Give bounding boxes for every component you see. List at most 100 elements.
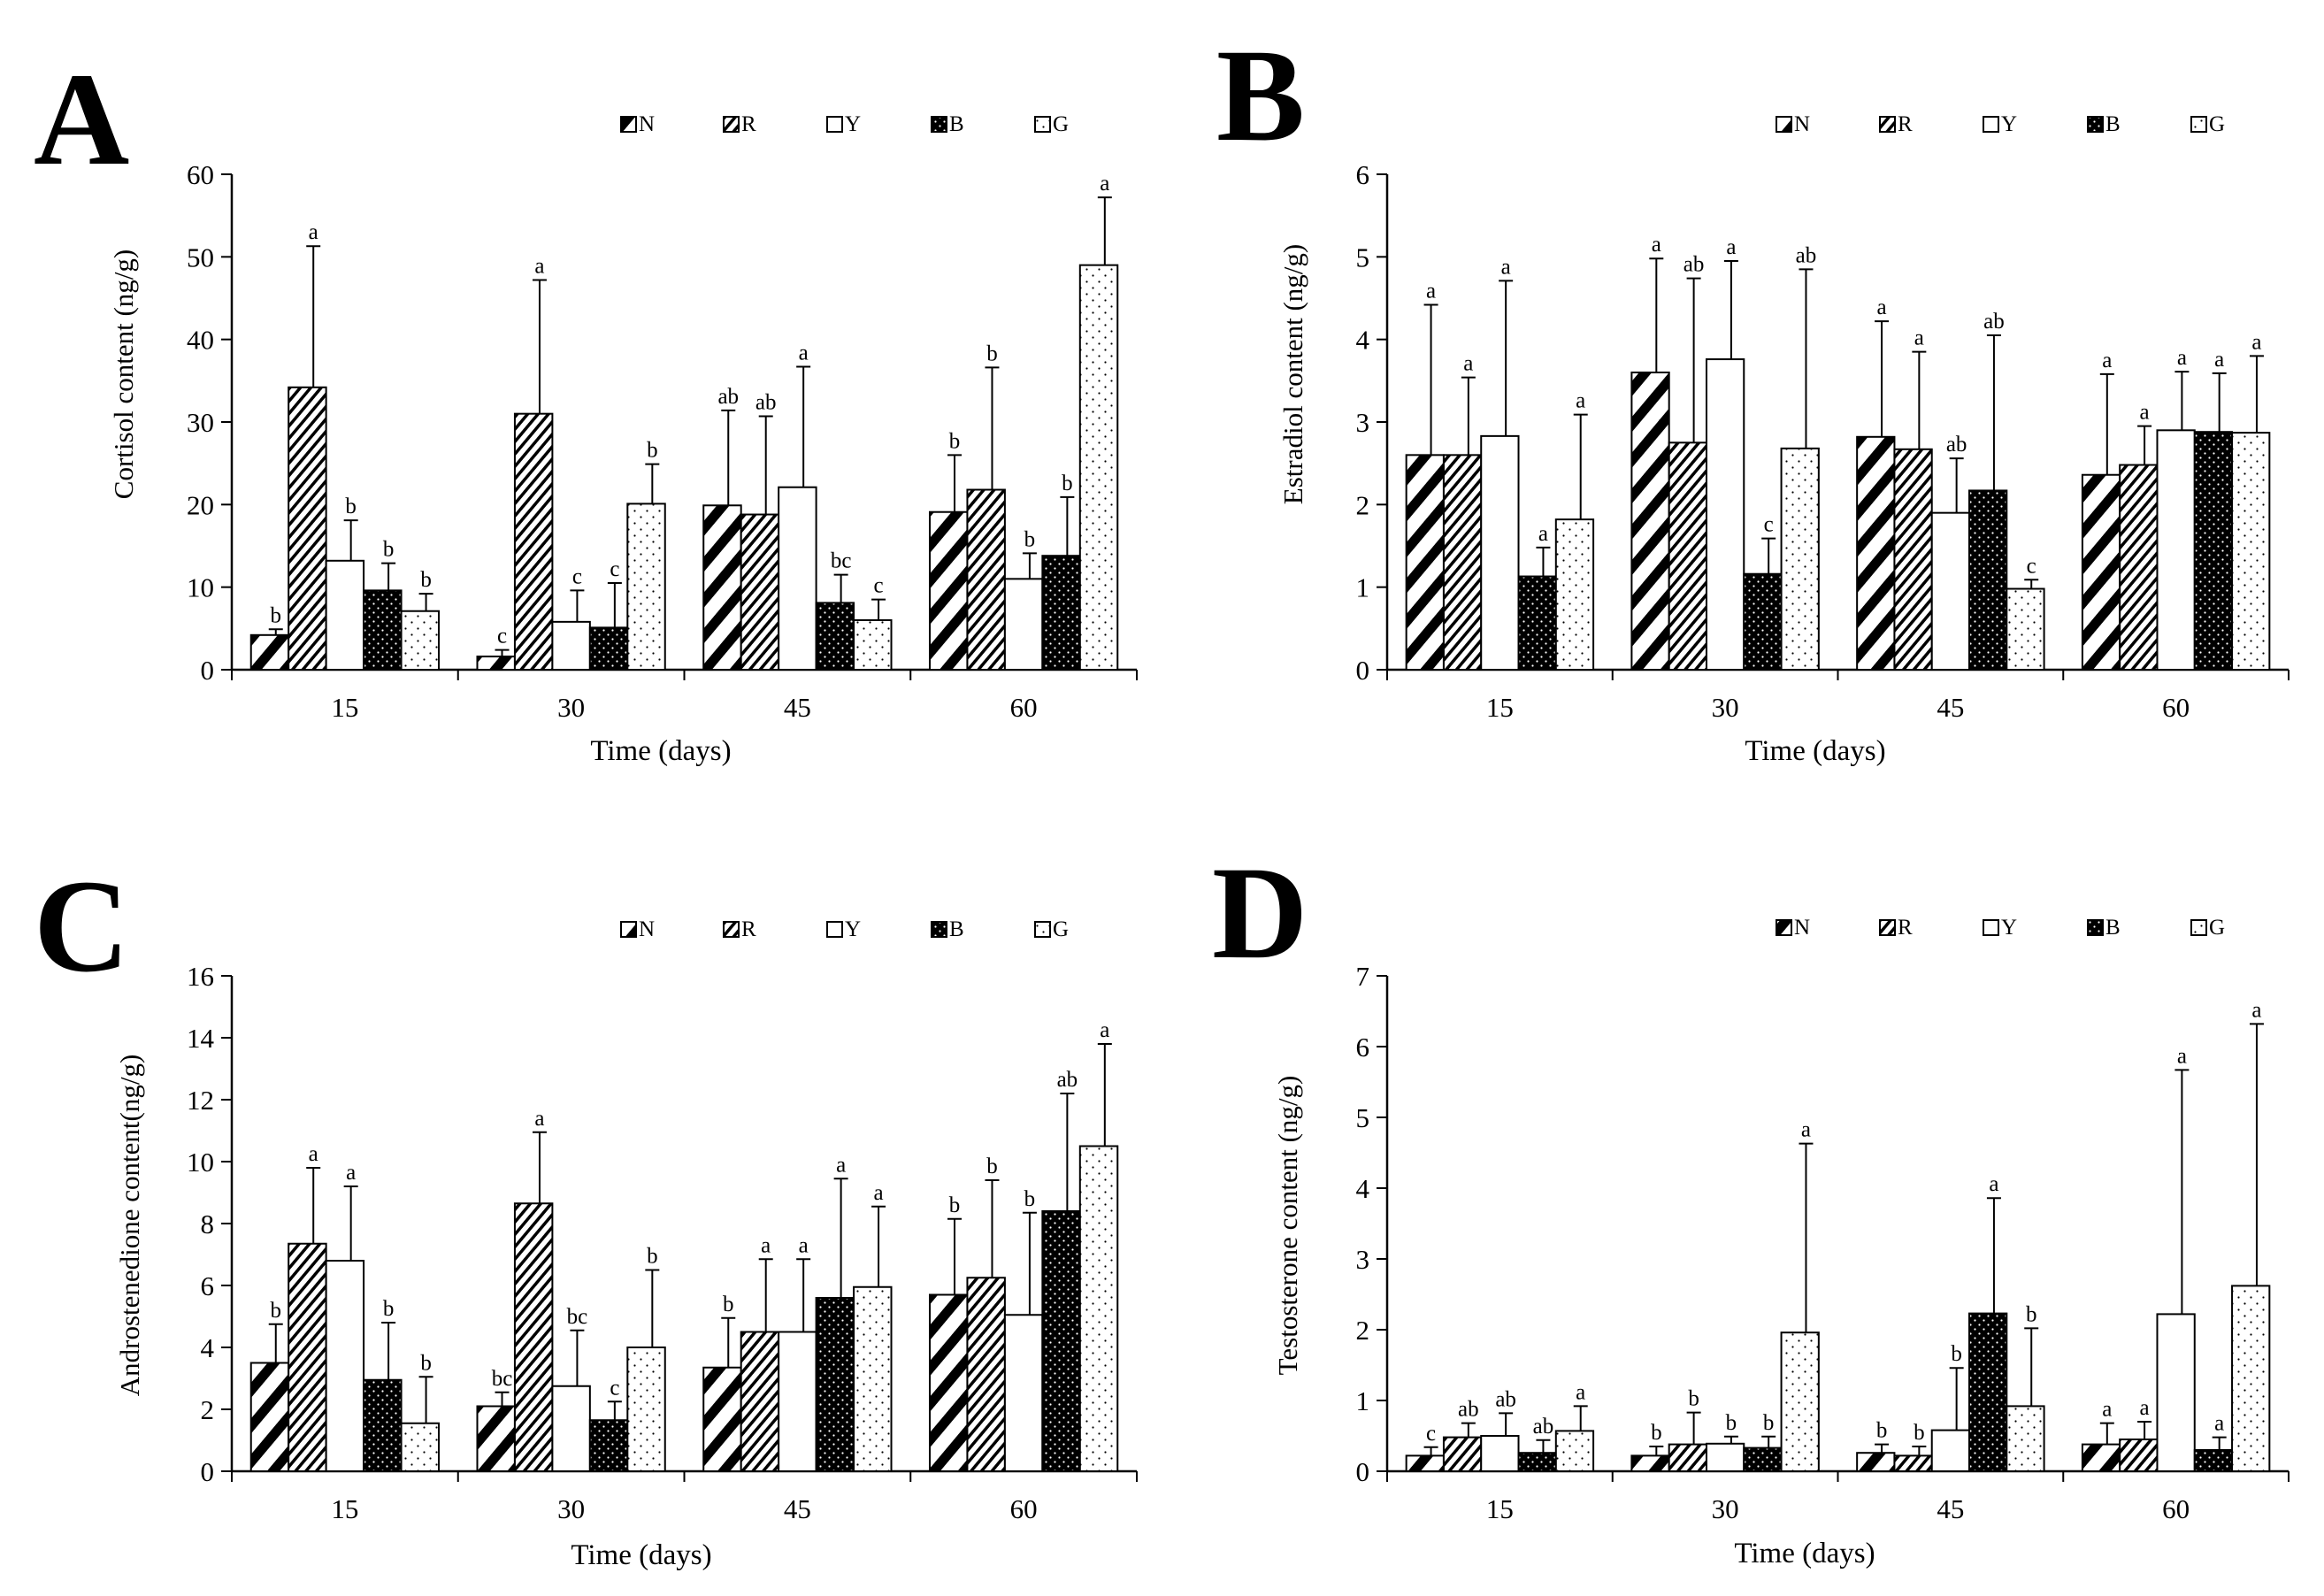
bar-b-g xyxy=(2006,587,2045,671)
x-tick-label-a: 45 xyxy=(784,692,811,723)
significance-letter-c: c xyxy=(610,1376,619,1400)
significance-letter-a: c xyxy=(497,625,507,648)
y-tick-label-c: 4 xyxy=(201,1332,215,1363)
significance-letter-b: a xyxy=(1463,352,1473,376)
legend-swatch-c-r xyxy=(723,921,740,938)
bar-c-r xyxy=(740,1331,780,1472)
x-tick-label-a: 30 xyxy=(557,692,585,723)
legend-swatch-d-r xyxy=(1879,919,1896,936)
significance-letter-d: a xyxy=(2177,1044,2187,1068)
significance-letter-b: a xyxy=(1501,255,1511,279)
significance-letter-c: a xyxy=(346,1161,356,1185)
significance-letter-d: b xyxy=(1763,1411,1775,1435)
panel-d: D Testosterone content (ng/g) Time (days… xyxy=(1212,840,2289,1569)
x-tick-label-d: 45 xyxy=(1937,1493,1964,1524)
bar-d-y xyxy=(2156,1313,2196,1473)
significance-letter-d: a xyxy=(2214,1412,2224,1436)
significance-letter-a: b xyxy=(949,429,961,453)
bar-c-y xyxy=(325,1260,365,1472)
legend-swatch-a-n xyxy=(620,116,637,133)
y-tick-label-d: 6 xyxy=(1356,1032,1370,1063)
significance-letter-d: c xyxy=(1426,1422,1436,1446)
x-axis-title-a: Time (days) xyxy=(590,735,731,767)
panel-a: A Cortisol content (ng/g) Time (days) 0 1… xyxy=(34,46,1138,767)
significance-letter-b: a xyxy=(2102,349,2112,372)
legend-swatch-c-g xyxy=(1034,921,1051,938)
bar-a-b xyxy=(815,602,855,671)
x-tick-label-b: 15 xyxy=(1486,692,1514,723)
legend-swatch-d-b xyxy=(2087,919,2104,936)
significance-letter-c: bc xyxy=(492,1367,513,1391)
significance-letter-a: a xyxy=(309,220,318,244)
legend-swatch-a-r xyxy=(723,116,740,133)
x-tick-label-b: 45 xyxy=(1937,692,1964,723)
bar-a-y xyxy=(1003,578,1044,671)
legend-swatch-c-n xyxy=(620,921,637,938)
x-tick-label-c: 30 xyxy=(557,1493,585,1524)
bar-b-n xyxy=(1630,372,1670,671)
significance-letter-a: c xyxy=(874,574,884,598)
y-tick-label-c: 0 xyxy=(201,1456,215,1487)
legend-label-b-b: B xyxy=(2105,112,2121,136)
significance-letter-a: b xyxy=(271,603,282,627)
bar-c-g xyxy=(626,1347,666,1472)
significance-letter-c: a xyxy=(1100,1018,1109,1042)
bar-a-y xyxy=(551,620,591,671)
y-tick-label-d: 3 xyxy=(1356,1244,1370,1275)
significance-letter-c: b xyxy=(271,1299,282,1323)
significance-letter-a: ab xyxy=(755,390,777,414)
legend-label-b-r: R xyxy=(1898,112,1913,136)
panel-letter-d: D xyxy=(1212,840,1308,986)
legend-swatch-a-g xyxy=(1034,116,1051,133)
significance-letter-c: bc xyxy=(567,1305,588,1329)
bar-b-b xyxy=(2193,431,2234,671)
significance-letter-d: b xyxy=(2026,1302,2037,1326)
bar-c-n xyxy=(702,1366,742,1472)
significance-letter-c: b xyxy=(723,1293,734,1316)
y-tick-label-d: 5 xyxy=(1356,1102,1370,1133)
bar-a-g xyxy=(400,610,441,671)
bar-b-b xyxy=(1743,572,1783,671)
y-axis-title-d: Testosterone content (ng/g) xyxy=(1272,1076,1303,1376)
legend-label-c-n: N xyxy=(639,917,655,941)
legend-swatch-c-b xyxy=(931,921,947,938)
y-tick-label-c: 14 xyxy=(187,1023,215,1054)
significance-letter-a: b xyxy=(986,341,998,365)
significance-letter-a: ab xyxy=(717,385,739,409)
y-tick-label-b: 2 xyxy=(1356,489,1370,520)
significance-letter-a: b xyxy=(420,568,432,592)
bar-b-r xyxy=(1668,441,1707,671)
legend-swatch-a-y xyxy=(826,116,843,133)
panel-c: C Androstenedione content(ng/g) Time (da… xyxy=(34,853,1138,1571)
bar-d-g xyxy=(1554,1430,1595,1473)
significance-letter-c: a xyxy=(534,1107,544,1131)
x-tick-label-c: 45 xyxy=(784,1493,811,1524)
legend-swatch-d-y xyxy=(1983,919,1999,936)
legend-label-d-r: R xyxy=(1898,916,1913,940)
significance-letter-d: b xyxy=(1914,1421,1925,1445)
significance-letter-d: b xyxy=(1876,1419,1888,1443)
legend-swatch-d-n xyxy=(1776,919,1792,936)
legend-label-b-n: N xyxy=(1794,112,1810,136)
significance-letter-c: a xyxy=(309,1142,318,1166)
significance-letter-d: b xyxy=(1726,1411,1737,1435)
y-tick-label-a: 60 xyxy=(187,159,214,190)
bar-c-y xyxy=(551,1385,591,1472)
x-tick-label-d: 30 xyxy=(1712,1493,1739,1524)
x-axis-title-b: Time (days) xyxy=(1745,735,1885,767)
y-tick-label-b: 3 xyxy=(1356,407,1370,438)
bar-b-r xyxy=(1442,454,1483,671)
significance-letter-c: ab xyxy=(1057,1068,1078,1092)
x-tick-label-c: 60 xyxy=(1010,1493,1038,1524)
bar-c-g xyxy=(853,1285,893,1472)
legend-swatch-b-n xyxy=(1776,116,1792,133)
significance-letter-d: ab xyxy=(1458,1398,1479,1422)
significance-letter-d: a xyxy=(2251,998,2261,1022)
bar-a-g xyxy=(626,503,666,671)
y-tick-label-b: 4 xyxy=(1356,325,1370,356)
bar-a-n xyxy=(702,504,742,671)
y-tick-label-a: 40 xyxy=(187,325,214,356)
x-tick-label-b: 30 xyxy=(1712,692,1739,723)
